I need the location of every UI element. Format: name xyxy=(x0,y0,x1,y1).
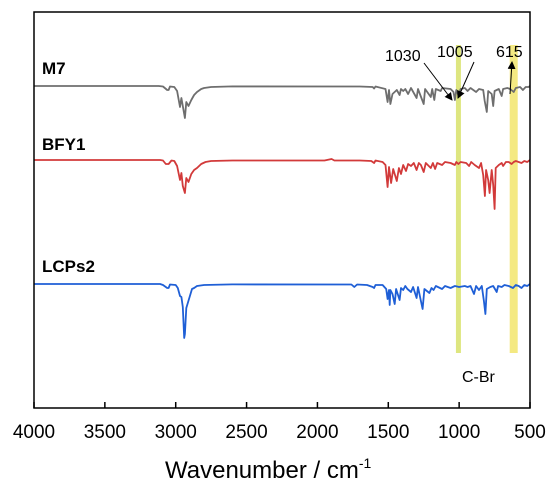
series-lines xyxy=(34,85,531,339)
plot-frame xyxy=(33,11,531,409)
x-tick-label-1500: 1500 xyxy=(367,422,409,443)
x-axis-title-superscript: -1 xyxy=(359,455,372,471)
x-tick-label-2000: 2000 xyxy=(296,422,338,443)
annotation-1030: 1030 xyxy=(385,48,421,65)
series-line-lcps2 xyxy=(34,283,531,339)
annotation-arrow-615 xyxy=(507,61,516,95)
x-tick-label-1000: 1000 xyxy=(438,422,480,443)
annotation-c-br: C-Br xyxy=(462,369,496,386)
x-tick-label-2500: 2500 xyxy=(225,422,267,443)
annotation-615: 615 xyxy=(496,44,523,61)
x-tick-label-3500: 3500 xyxy=(84,422,126,443)
x-axis-ticks xyxy=(33,402,531,408)
x-tick-label-4000: 4000 xyxy=(13,422,55,443)
annotation-arrows xyxy=(423,61,516,101)
series-label-m7: M7 xyxy=(42,59,66,78)
x-tick-label-3000: 3000 xyxy=(155,422,197,443)
highlight-band-1005 xyxy=(455,45,461,353)
x-tick-label-500: 500 xyxy=(514,422,546,443)
series-line-bfy1 xyxy=(34,158,531,210)
series-label-bfy1: BFY1 xyxy=(42,135,85,154)
series-line-m7 xyxy=(34,85,531,119)
x-axis-tick-labels: 4000 3500 3000 2500 2000 1500 1000 500 xyxy=(13,422,546,443)
highlight-band-615 xyxy=(509,45,518,353)
x-axis-title-main: Wavenumber / cm xyxy=(165,457,359,484)
highlight-bands xyxy=(455,45,518,353)
x-axis-title: Wavenumber / cm-1 xyxy=(165,455,371,484)
annotation-1005: 1005 xyxy=(437,44,473,61)
annotation-arrow-1005 xyxy=(457,61,475,99)
annotation-arrow-1030 xyxy=(423,62,453,101)
series-label-lcps2: LCPs2 xyxy=(42,257,95,276)
